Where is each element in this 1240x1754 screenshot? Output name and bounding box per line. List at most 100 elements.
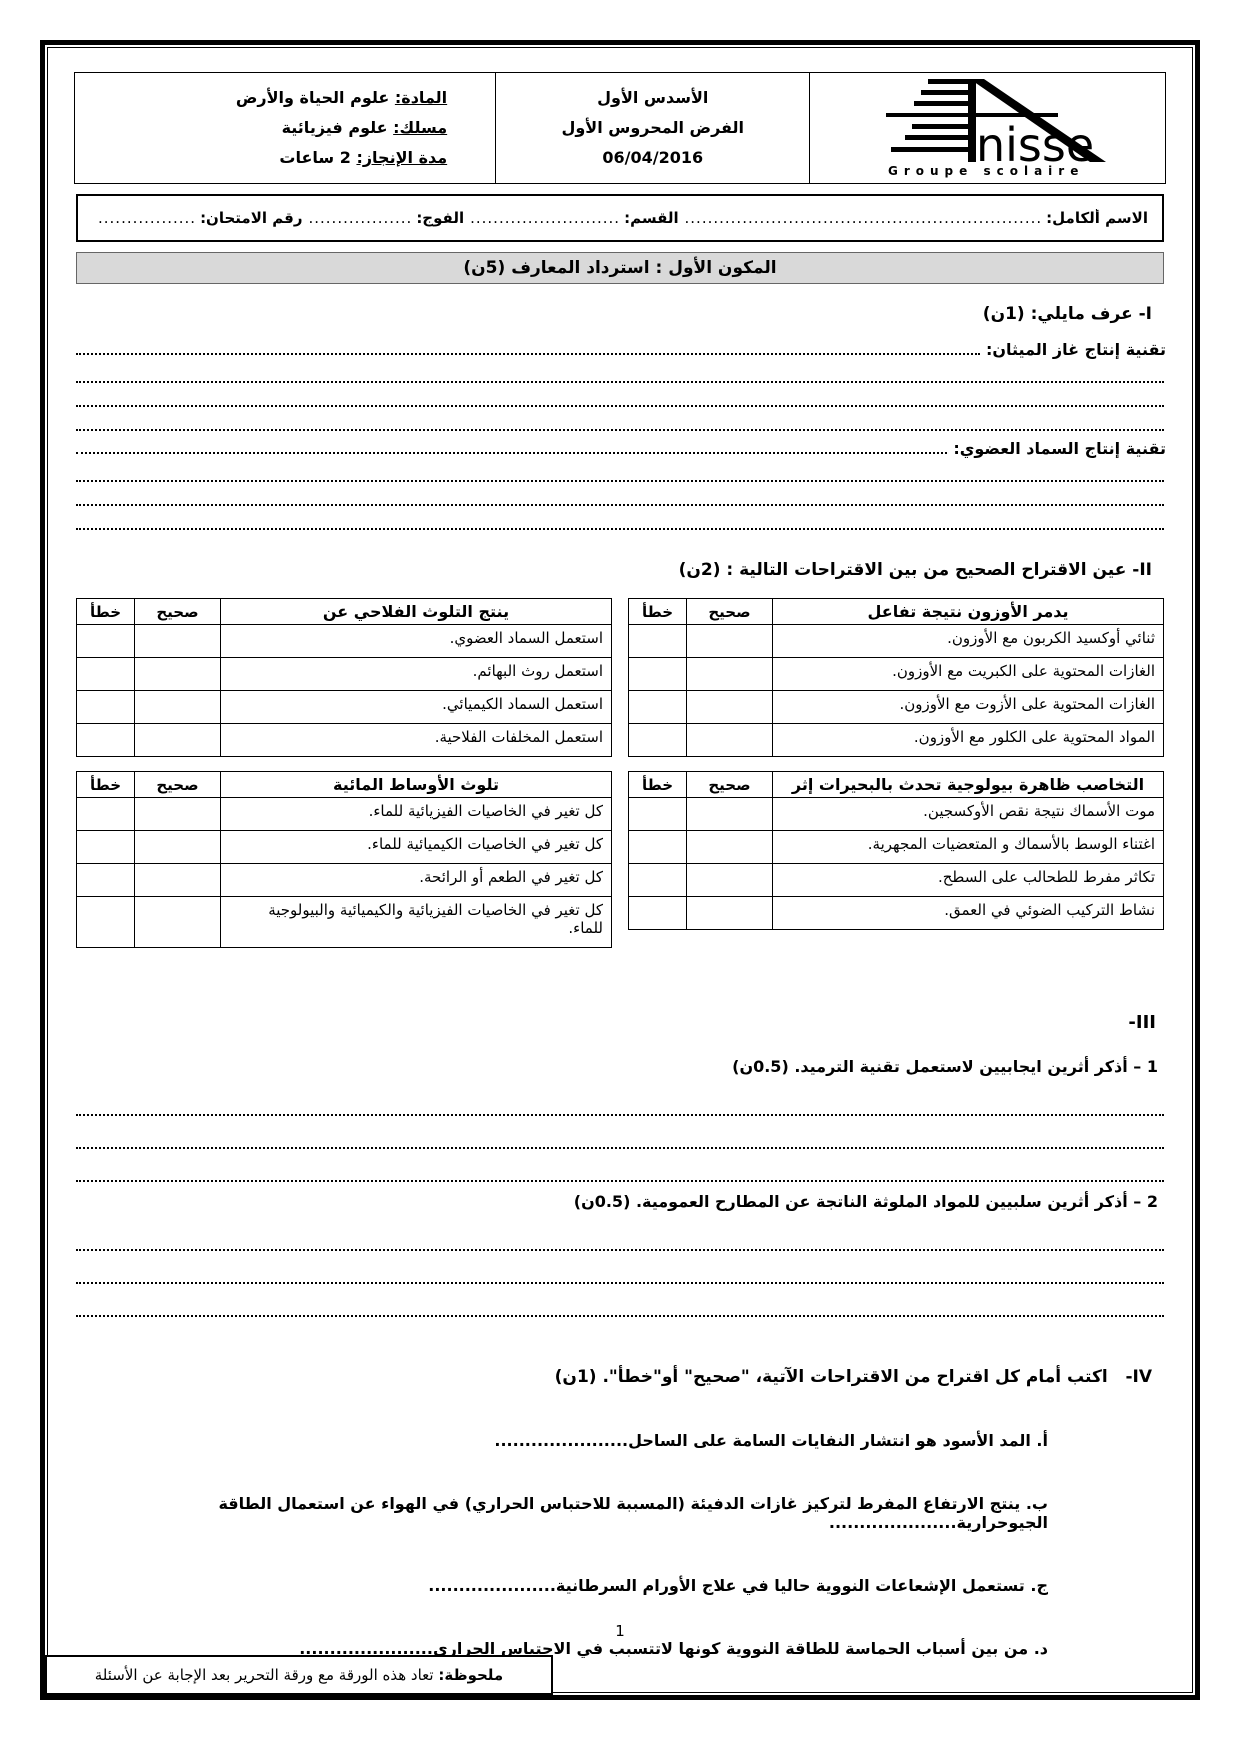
statement: استعمل المخلفات الفلاحية. — [220, 723, 612, 757]
page-outer-border: nisse Groupe scolaire الأسدس الأول الفرض… — [40, 40, 1200, 1700]
table-title: التخاصب ظاهرة بيولوجية تحدث بالبحيرات إث… — [772, 771, 1164, 798]
correct-checkbox-cell — [686, 863, 773, 897]
statement: نشاط التركيب الضوئي في العمق. — [772, 896, 1164, 930]
section-4-item-a: أ. المد الأسود هو انتشار النفايات السامة… — [494, 1431, 1048, 1450]
group-label: الفوج: — [416, 209, 465, 227]
exam-title: الفرض المحروس الأول — [561, 118, 745, 137]
answer-line — [76, 458, 1164, 482]
correct-checkbox-cell — [134, 797, 221, 831]
subject-line: المادة: علوم الحياة والأرض — [76, 83, 447, 113]
statement: المواد المحتوية على الكلور مع الأوزون. — [772, 723, 1164, 757]
table-row: استعمل السماد العضوي. — [76, 624, 612, 658]
wrong-checkbox-cell — [628, 797, 687, 831]
table-row: كل تغير في الخاصيات الكيميائية للماء. — [76, 830, 612, 864]
table-row: ثنائي أوكسيد الكربون مع الأوزون. — [628, 624, 1164, 658]
subject-label: المادة: — [394, 88, 448, 107]
answer-line — [76, 1293, 1164, 1317]
subject-value: علوم الحياة والأرض — [235, 88, 395, 107]
wrong-column-header: خطأ — [76, 771, 135, 798]
school-logo-cell: nisse Groupe scolaire — [809, 72, 1166, 184]
statement: كل تغير في الطعم أو الرائحة. — [220, 863, 612, 897]
wrong-column-header: خطأ — [628, 771, 687, 798]
correct-checkbox-cell — [134, 657, 221, 691]
wrong-checkbox-cell — [628, 896, 687, 930]
correct-checkbox-cell — [134, 830, 221, 864]
correct-column-header: صحيح — [686, 598, 773, 625]
table-header-row: يدمر الأوزون نتيجة تفاعل صحيح خطأ — [628, 598, 1164, 625]
section-3-title: III- — [1128, 1012, 1156, 1033]
statement: الغازات المحتوية على الكبريت مع الأوزون. — [772, 657, 1164, 691]
exam-session-cell: الأسدس الأول الفرض المحروس الأول 06/04/2… — [495, 72, 811, 184]
class-field: .......................... — [470, 209, 621, 227]
correct-checkbox-cell — [686, 657, 773, 691]
question-3-1: 1 – أذكر أثرين ايجابيين لاستعمل تقنية ال… — [74, 1057, 1166, 1182]
correct-checkbox-cell — [686, 690, 773, 724]
wrong-checkbox-cell — [628, 863, 687, 897]
definition-compost-line: تقنية إنتاج السماد العضوي: — [74, 439, 1166, 458]
student-identity-box: الاسم ألكامل: ..........................… — [76, 194, 1164, 242]
proposal-tables-right-column: يدمر الأوزون نتيجة تفاعل صحيح خطأ ثنائي … — [628, 598, 1164, 948]
exam-date: 06/04/2016 — [602, 148, 704, 167]
table-row: استعمل روث البهائم. — [76, 657, 612, 691]
wrong-checkbox-cell — [76, 690, 135, 724]
track-label: مسلك: — [393, 118, 448, 137]
table-header-row: ينتج التلوث الفلاحي عن صحيح خطأ — [76, 598, 612, 625]
answer-line — [76, 1158, 1164, 1182]
correct-column-header: صحيح — [134, 598, 221, 625]
note-text: تعاد هذه الورقة مع ورقة التحرير بعد الإج… — [94, 1666, 439, 1684]
table-header-row: التخاصب ظاهرة بيولوجية تحدث بالبحيرات إث… — [628, 771, 1164, 798]
component-banner: المكون الأول : استرداد المعارف (5ن) — [76, 252, 1164, 284]
table-row: الغازات المحتوية على الأزوت مع الأوزون. — [628, 690, 1164, 724]
track-value: علوم فيزيائية — [281, 118, 394, 137]
correct-checkbox-cell — [134, 723, 221, 757]
correct-checkbox-cell — [686, 797, 773, 831]
wrong-checkbox-cell — [76, 797, 135, 831]
table-title: تلوث الأوساط المائية — [220, 771, 612, 798]
question-3-1-text: 1 – أذكر أثرين ايجابيين لاستعمل تقنية ال… — [732, 1057, 1158, 1076]
full-name-label: الاسم ألكامل: — [1046, 209, 1148, 227]
statement: استعمل السماد العضوي. — [220, 624, 612, 658]
statement: كل تغير في الخاصيات الفيزيائية للماء. — [220, 797, 612, 831]
school-logo-icon: nisse Groupe scolaire — [885, 79, 1106, 178]
student-identity-line: الاسم ألكامل: ..........................… — [92, 209, 1148, 227]
answer-line — [76, 383, 1164, 407]
answer-line — [76, 1125, 1164, 1149]
proposal-tables: يدمر الأوزون نتيجة تفاعل صحيح خطأ ثنائي … — [76, 598, 1164, 948]
table-row: استعمل المخلفات الفلاحية. — [76, 723, 612, 757]
exam-number-label: رقم الامتحان: — [200, 209, 303, 227]
note-label: ملحوظة: — [438, 1666, 504, 1684]
table-row: كل تغير في الخاصيات الفيزيائية للماء. — [76, 797, 612, 831]
table-row: اغتناء الوسط بالأسماك و المتعضيات المجهر… — [628, 830, 1164, 864]
proposal-tables-left-column: ينتج التلوث الفلاحي عن صحيح خطأ استعمل ا… — [76, 598, 612, 948]
wrong-checkbox-cell — [628, 723, 687, 757]
section-4-item-c: ج. تستعمل الإشعاعات النووية حاليا في علا… — [428, 1576, 1048, 1595]
water-pollution-table: تلوث الأوساط المائية صحيح خطأ كل تغير في… — [76, 771, 612, 948]
exam-header-table: nisse Groupe scolaire الأسدس الأول الفرض… — [73, 72, 1166, 184]
statement: كل تغير في الخاصيات الكيميائية للماء. — [220, 830, 612, 864]
subject-info-cell: المادة: علوم الحياة والأرض مسلك: علوم في… — [73, 72, 497, 184]
table-row: تكاثر مفرط للطحالب على السطح. — [628, 863, 1164, 897]
answer-line — [76, 359, 1164, 383]
wrong-checkbox-cell — [628, 690, 687, 724]
duration-line: مدة الإنجاز: 2 ساعات — [76, 143, 447, 173]
answer-line — [76, 1092, 1164, 1116]
question-3-2: 2 – أذكر أثرين سلبيين للمواد الملوثة الن… — [74, 1192, 1166, 1317]
exam-number-field: ................. — [98, 209, 197, 227]
question-3-2-text: 2 – أذكر أثرين سلبيين للمواد الملوثة الن… — [573, 1192, 1158, 1211]
wrong-checkbox-cell — [76, 830, 135, 864]
wrong-checkbox-cell — [76, 723, 135, 757]
wrong-checkbox-cell — [628, 624, 687, 658]
statement: كل تغير في الخاصيات الفيزيائية والكيميائ… — [220, 896, 612, 948]
full-name-field: ........................................… — [684, 209, 1043, 227]
answer-leader — [76, 340, 980, 355]
wrong-checkbox-cell — [76, 896, 135, 948]
section-2-title: II- عين الاقتراح الصحيح من بين الاقتراحا… — [678, 560, 1152, 580]
correct-checkbox-cell — [686, 723, 773, 757]
wrong-checkbox-cell — [76, 657, 135, 691]
track-line: مسلك: علوم فيزيائية — [76, 113, 448, 143]
logo-subtitle-text: Groupe scolaire — [888, 164, 1084, 178]
page-number: 1 — [615, 1622, 625, 1640]
correct-checkbox-cell — [134, 896, 221, 948]
table-row: استعمل السماد الكيميائي. — [76, 690, 612, 724]
statement: تكاثر مفرط للطحالب على السطح. — [772, 863, 1164, 897]
